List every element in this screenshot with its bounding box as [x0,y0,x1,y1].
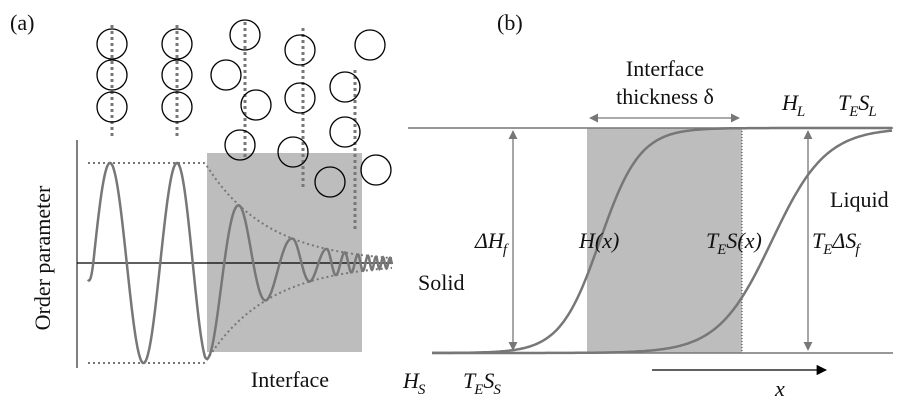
phase-label: Liquid [830,187,889,212]
panel-b: (b) Interface thickness δ Liquid Solid x… [402,10,893,400]
x-label: x [774,376,785,400]
order-parameter-wave [86,161,394,365]
math-label: HL [781,90,805,120]
symbol: H [781,90,799,115]
subscript: E [716,242,726,258]
atoms [96,19,392,198]
envelope [88,162,393,260]
symbol: ΔS [831,228,856,253]
math-label: ΔHf [474,228,509,258]
math-label: HS [402,368,426,398]
symbol: T [463,368,477,393]
columns [110,22,357,232]
symbol: S [483,368,494,393]
phase-label: Solid [418,270,464,295]
math-label: TESS [463,368,501,398]
symbol: S [858,90,869,115]
subscript: L [867,104,876,120]
subscript: E [822,242,832,258]
interface-region [207,153,362,352]
symbol: T [706,228,720,253]
symbol: S(x) [726,228,761,253]
subscript: L [796,104,805,120]
thickness-label: Interface [626,56,704,81]
panel-label: (a) [10,10,34,35]
math-label: H(x) [578,228,619,253]
subscript: E [848,104,858,120]
symbol: T [812,228,826,253]
entropy-curve [432,129,893,355]
thickness-label: thickness δ [616,84,714,109]
symbol: H(x) [578,228,619,253]
math-label: TES(x) [706,228,762,258]
region-label: Interface [251,367,329,392]
envelope [88,266,393,364]
panel-label: (b) [497,10,523,35]
math-label: TEΔSf [812,228,861,258]
subscript: f [855,242,861,258]
subscript: f [503,242,509,258]
symbol: ΔH [474,228,505,253]
math-label: TESL [838,90,877,120]
panel-a: (a) Order parameter Interface [10,10,394,392]
subscript: S [418,382,426,398]
interface-region [587,128,742,353]
symbol: H [402,368,420,393]
subscript: S [493,382,501,398]
axis-label: Order parameter [30,185,55,330]
symbol: T [838,90,852,115]
subscript: E [473,382,483,398]
